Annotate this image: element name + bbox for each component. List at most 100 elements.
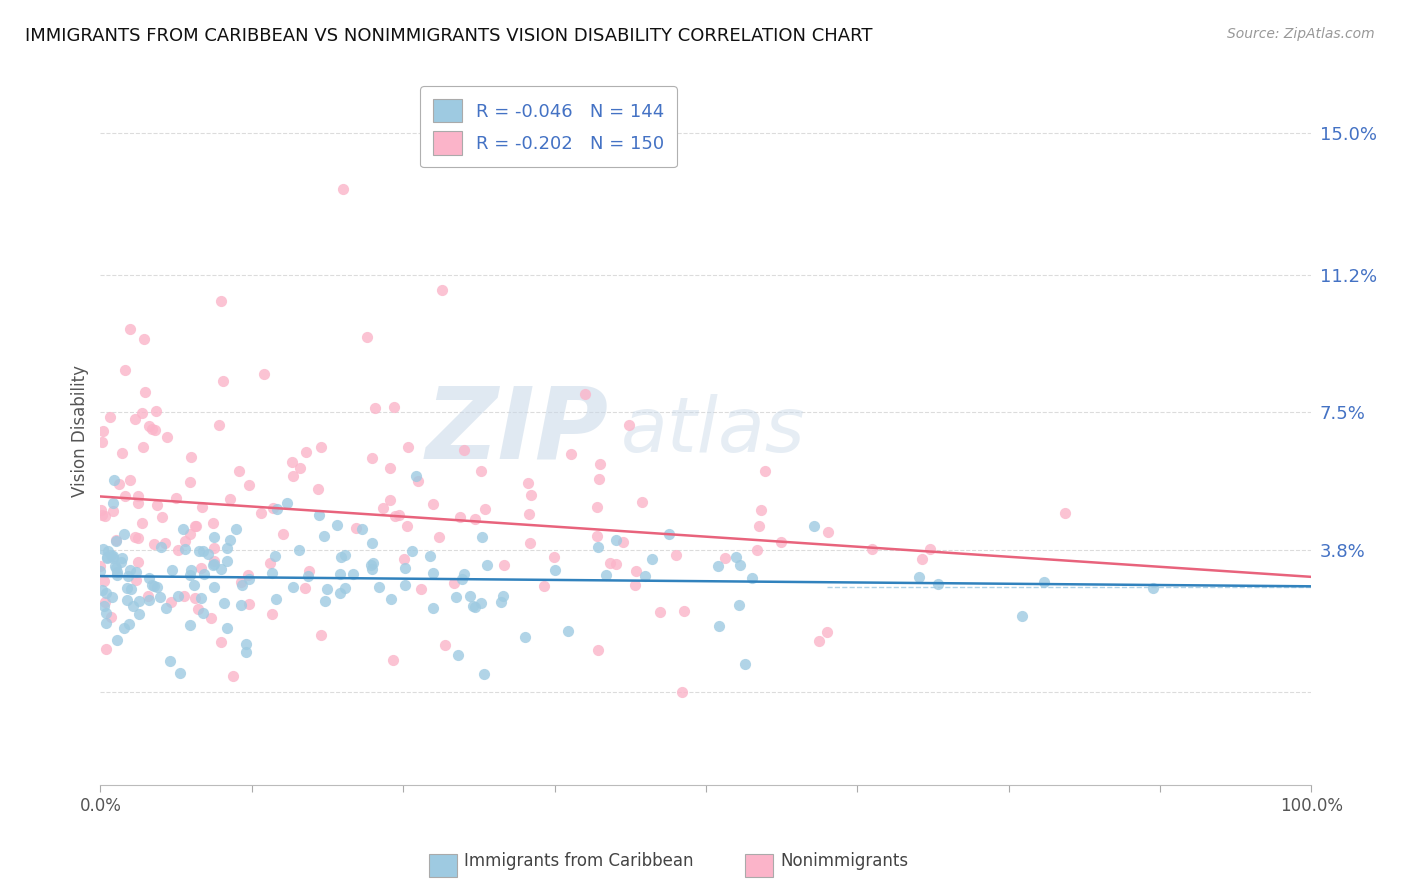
Point <box>117 568 139 582</box>
Point <box>314 593 336 607</box>
Point <box>631 495 654 509</box>
Point <box>128 593 150 607</box>
Point <box>169 665 191 680</box>
Point <box>96 586 118 600</box>
Point <box>120 473 142 487</box>
Point <box>114 489 136 503</box>
Point <box>298 565 321 579</box>
Point <box>419 549 441 564</box>
Point <box>475 558 498 572</box>
Point <box>665 548 688 562</box>
Y-axis label: Vision Disability: Vision Disability <box>72 365 89 497</box>
Point <box>101 496 124 510</box>
Point <box>184 519 207 533</box>
Point <box>112 527 135 541</box>
Point <box>131 516 153 530</box>
Point <box>179 475 201 489</box>
Point <box>453 442 475 457</box>
Point <box>93 599 115 614</box>
Point <box>381 652 404 666</box>
Point <box>125 574 148 588</box>
Point <box>624 577 647 591</box>
Point <box>180 564 202 578</box>
Point <box>728 558 751 572</box>
Point <box>172 522 194 536</box>
Point <box>146 580 169 594</box>
Point <box>451 572 474 586</box>
Point <box>101 590 124 604</box>
Point <box>634 569 657 583</box>
Point <box>927 577 949 591</box>
Point <box>138 571 160 585</box>
Point <box>104 558 127 573</box>
Point <box>104 533 127 547</box>
Point <box>250 507 273 521</box>
Point <box>364 401 387 416</box>
Point <box>815 624 838 639</box>
Point <box>605 558 627 572</box>
Point <box>103 551 125 566</box>
Point <box>235 637 257 651</box>
Point <box>430 283 453 297</box>
Point <box>422 601 444 615</box>
Point <box>184 518 207 533</box>
Point <box>236 568 259 582</box>
Point <box>121 599 143 613</box>
Point <box>447 648 470 663</box>
Point <box>335 581 357 595</box>
Point <box>405 468 427 483</box>
Point <box>734 657 756 672</box>
Point <box>202 516 225 531</box>
Point <box>167 542 190 557</box>
Point <box>202 554 225 568</box>
Point <box>155 600 177 615</box>
Point <box>190 561 212 575</box>
Point <box>380 592 402 607</box>
Point <box>238 478 260 492</box>
Point <box>127 489 149 503</box>
Point <box>91 424 114 438</box>
Point <box>184 591 207 605</box>
Point <box>141 422 163 436</box>
Point <box>472 667 495 681</box>
Point <box>204 530 226 544</box>
Point <box>329 566 352 581</box>
Point <box>100 610 122 624</box>
Point <box>380 460 402 475</box>
Point <box>283 581 305 595</box>
Point <box>361 450 384 465</box>
Point <box>96 551 118 566</box>
Point <box>132 440 155 454</box>
Point <box>382 400 405 414</box>
Point <box>134 384 156 399</box>
Point <box>209 634 232 648</box>
Point <box>187 602 209 616</box>
Point <box>100 548 122 562</box>
Point <box>371 501 394 516</box>
Point <box>252 367 274 381</box>
Point <box>266 501 288 516</box>
Point <box>118 616 141 631</box>
Point <box>443 575 465 590</box>
Point <box>115 581 138 595</box>
Point <box>361 556 384 570</box>
Point <box>453 567 475 582</box>
Point <box>120 563 142 577</box>
Point <box>127 496 149 510</box>
Point <box>409 582 432 596</box>
Point <box>769 535 792 549</box>
Point <box>191 606 214 620</box>
Point <box>93 508 115 523</box>
Point <box>464 600 486 615</box>
Point <box>626 564 648 578</box>
Point <box>110 446 132 460</box>
Point <box>138 418 160 433</box>
Point <box>91 583 114 598</box>
Point <box>519 488 541 502</box>
Point <box>470 531 492 545</box>
Point <box>197 547 219 561</box>
Point <box>754 464 776 478</box>
Point <box>127 555 149 569</box>
Point <box>803 518 825 533</box>
Point <box>309 628 332 642</box>
